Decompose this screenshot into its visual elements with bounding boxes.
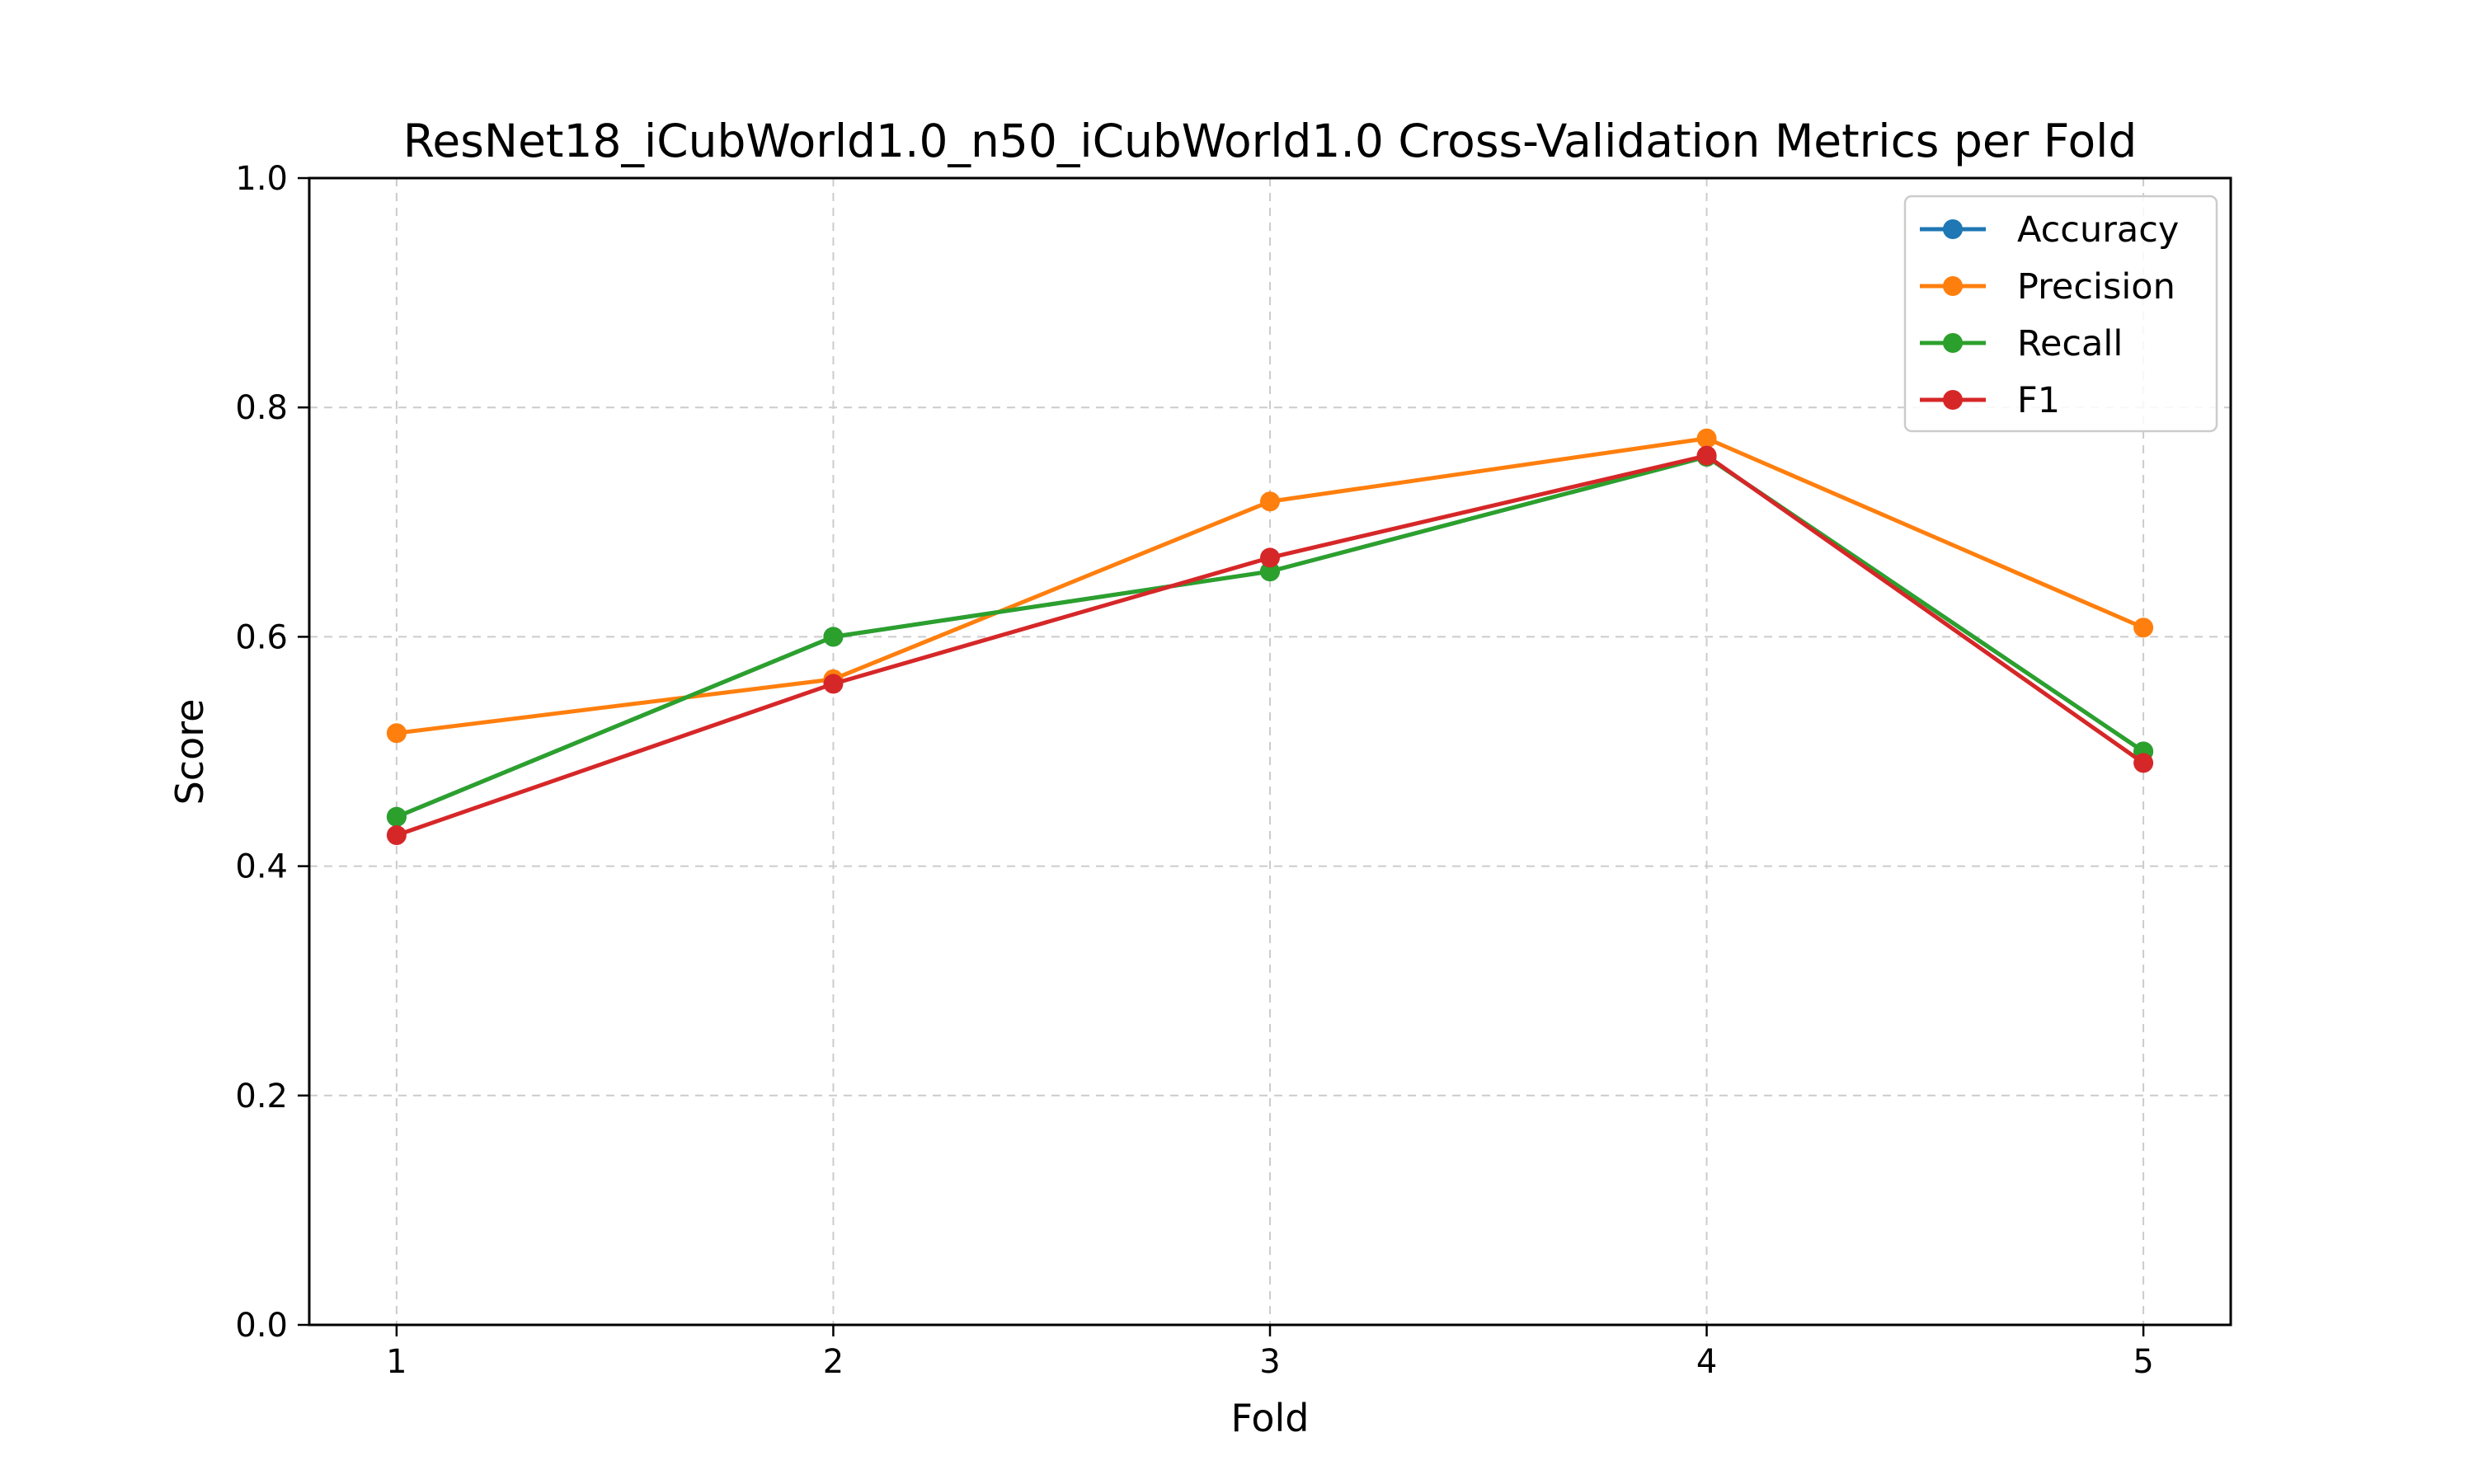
x-tick-label: 5	[2133, 1343, 2153, 1381]
tick-layer: 1 2 3 4 5 0.0 0.2 0.4 0.6 0.8 1.0	[235, 160, 2153, 1381]
x-tick-label: 1	[386, 1343, 407, 1381]
legend-label: F1	[2017, 380, 2060, 421]
y-tick-label: 0.8	[235, 389, 288, 427]
legend-label: Accuracy	[2017, 209, 2179, 251]
y-tick-label: 0.0	[235, 1307, 288, 1345]
data-point	[1260, 491, 1280, 512]
y-axis-label: Score	[167, 699, 212, 805]
legend-item-recall: Recall	[1920, 323, 2123, 364]
series-recall	[386, 447, 2154, 827]
x-axis-label: Fold	[1231, 1396, 1310, 1440]
legend-label: Precision	[2017, 266, 2175, 308]
legend-box	[1903, 195, 2218, 433]
legend: Accuracy Precision Recall F1	[1903, 195, 2218, 433]
grid-layer	[309, 178, 2231, 1325]
data-point	[1696, 445, 1717, 466]
series-f1	[386, 445, 2154, 846]
data-point	[2133, 618, 2154, 638]
x-tick-label: 4	[1696, 1343, 1717, 1381]
legend-marker	[1943, 219, 1963, 239]
legend-item-accuracy: Accuracy	[1920, 209, 2179, 251]
legend-label: Recall	[2017, 323, 2123, 364]
legend-item-precision: Precision	[1920, 266, 2175, 308]
data-point	[386, 723, 407, 744]
legend-item-f1: F1	[1920, 380, 2060, 421]
data-point	[2133, 753, 2154, 773]
x-tick-label: 2	[823, 1343, 844, 1381]
series-layer	[386, 428, 2154, 846]
x-tick-label: 3	[1259, 1343, 1280, 1381]
chart-title: ResNet18_iCubWorld1.0_n50_iCubWorld1.0 C…	[403, 115, 2138, 167]
y-tick-label: 0.2	[235, 1078, 288, 1115]
data-point	[1696, 428, 1717, 448]
data-point	[823, 674, 844, 694]
data-point	[386, 806, 407, 827]
legend-marker	[1943, 333, 1963, 353]
data-point	[1260, 547, 1280, 568]
y-tick-label: 1.0	[235, 160, 288, 198]
legend-marker	[1943, 390, 1963, 410]
data-point	[386, 825, 407, 846]
y-tick-label: 0.4	[235, 848, 288, 886]
y-tick-label: 0.6	[235, 618, 288, 656]
data-point	[823, 627, 844, 647]
data-point	[1260, 561, 1280, 582]
legend-marker	[1943, 276, 1963, 296]
